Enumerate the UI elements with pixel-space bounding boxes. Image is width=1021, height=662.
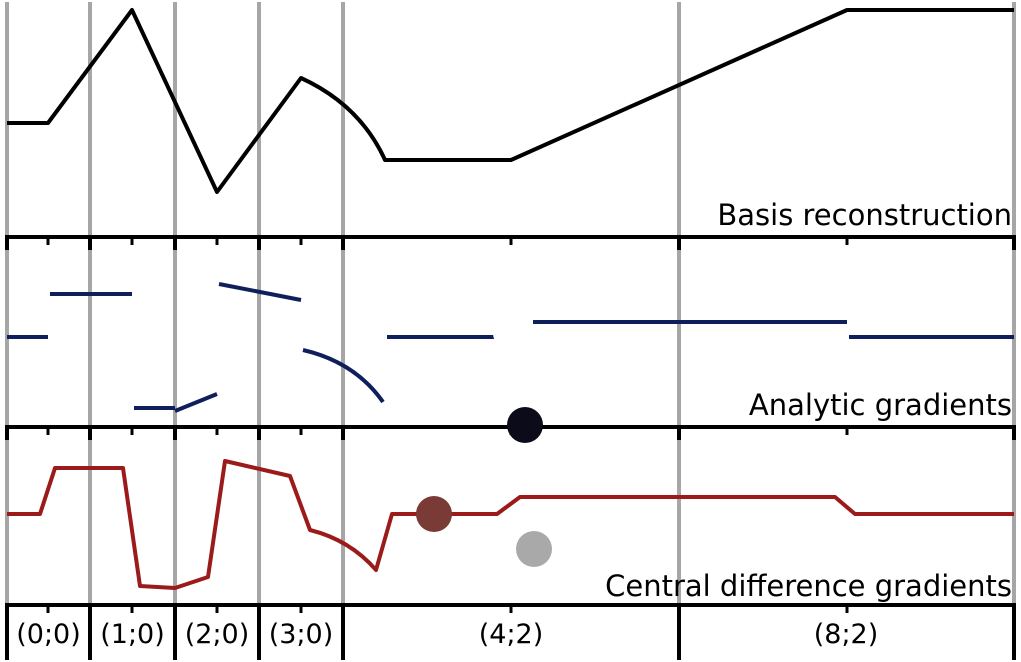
gradient-segment — [302, 348, 385, 404]
interval-label: (0;0) — [16, 619, 81, 650]
axis-bars — [5, 235, 1016, 660]
analytic-gradient-curve — [7, 282, 1014, 413]
interval-label: (4;2) — [479, 619, 544, 650]
grid-lines — [5, 2, 1016, 603]
minor-ticks — [46, 237, 849, 613]
interval-label: (3;0) — [269, 619, 334, 650]
analytic-panel-label: Analytic gradients — [749, 388, 1012, 422]
interval-label: (1;0) — [100, 619, 165, 650]
marker-white-dot — [493, 315, 529, 351]
major-ticks — [5, 237, 1016, 660]
basis-reconstruction-curve — [7, 8, 1014, 194]
gradient-segment — [174, 392, 218, 413]
marker-gray-dot — [516, 531, 552, 567]
gradient-segment — [218, 282, 302, 302]
marker-dark-dot — [507, 407, 543, 443]
central-difference-curve — [7, 459, 1014, 590]
interval-label: (8;2) — [814, 619, 879, 650]
interval-label: (2;0) — [185, 619, 250, 650]
basis-panel-label: Basis reconstruction — [717, 198, 1012, 232]
central-panel-label: Central difference gradients — [605, 569, 1012, 603]
marker-brown-dot — [416, 496, 452, 532]
